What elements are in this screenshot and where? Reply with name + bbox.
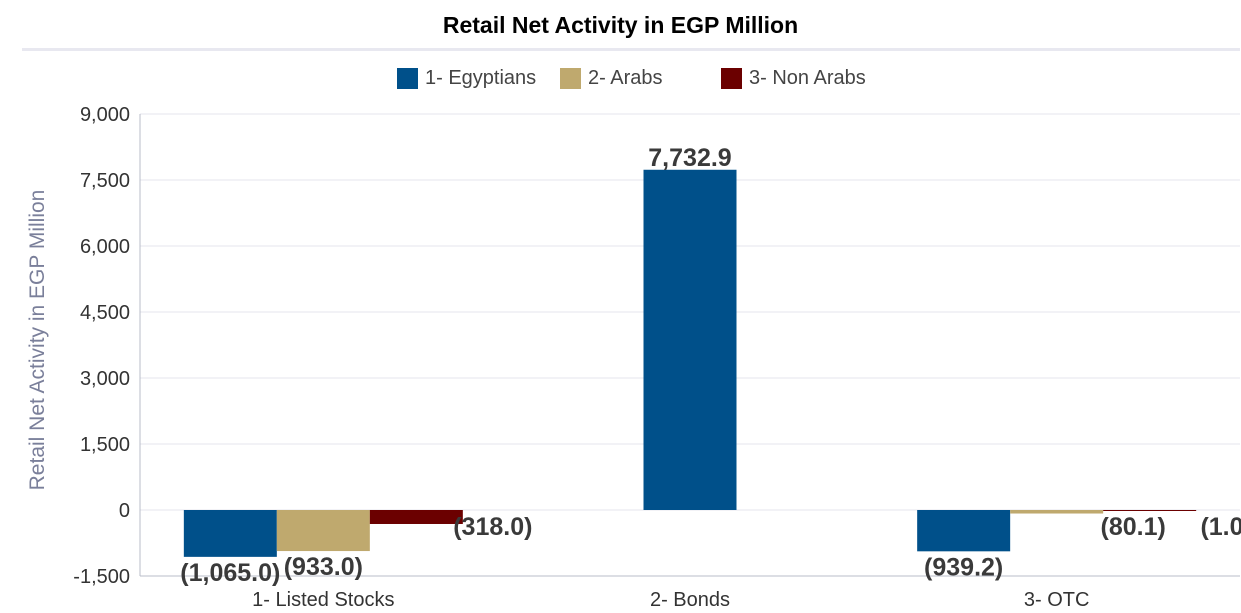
data-label: (1.0) [1200,513,1241,541]
data-label: 7,732.9 [648,144,731,172]
data-label: (939.2) [924,553,1003,581]
y-tick-label: 9,000 [80,104,130,126]
legend-swatch-egyptians [397,67,418,89]
x-tick-label: 1- Listed Stocks [252,589,394,611]
data-label: (80.1) [1101,513,1166,541]
axes [139,114,1240,577]
bar [276,510,370,552]
title-divider [22,48,1240,51]
legend-swatch-arabs [560,67,581,89]
x-axis-tick-labels: 1- Listed Stocks 2- Bonds 3- OTC [252,589,1089,611]
data-label: (933.0) [284,553,363,581]
legend-item-egyptians[interactable]: 1- Egyptians [397,64,536,92]
bar [1103,510,1197,511]
y-axis-label: Retail Net Activity in EGP Million [26,190,49,491]
y-tick-label: 0 [119,500,130,522]
y-tick-label: 6,000 [80,236,130,258]
y-tick-label: -1,500 [73,566,130,588]
y-tick-label: 1,500 [80,434,130,456]
bar [917,510,1011,552]
legend-item-arabs[interactable]: 2- Arabs [560,64,662,92]
legend: 1- Egyptians 2- Arabs 3- Non Arabs [0,64,1241,92]
x-tick-label: 3- OTC [1024,589,1090,611]
x-tick-label: 2- Bonds [650,589,730,611]
data-labels: (1,065.0) (933.0) (318.0) 7,732.9 (939.2) (80… [180,144,1241,587]
bar [1010,510,1104,514]
chart-title: Retail Net Activity in EGP Million [442,12,799,38]
legend-label-egyptians: 1- Egyptians [425,66,537,89]
bars [183,169,1197,557]
legend-label-non-arabs: 3- Non Arabs [749,66,866,89]
bar [643,169,737,511]
bar [369,510,463,524]
data-label: (1,065.0) [180,559,280,587]
bar [183,510,277,557]
y-tick-label: 7,500 [80,170,130,192]
legend-swatch-non-arabs [721,67,742,89]
legend-label-arabs: 2- Arabs [588,66,663,89]
legend-item-non-arabs[interactable]: 3- Non Arabs [721,64,866,92]
y-axis-tick-labels: -1,500 0 1,500 3,000 4,500 6,000 7,500 9,000 [73,104,130,588]
y-tick-label: 3,000 [80,368,130,390]
data-label: (318.0) [453,513,532,541]
y-tick-label: 4,500 [80,302,130,324]
